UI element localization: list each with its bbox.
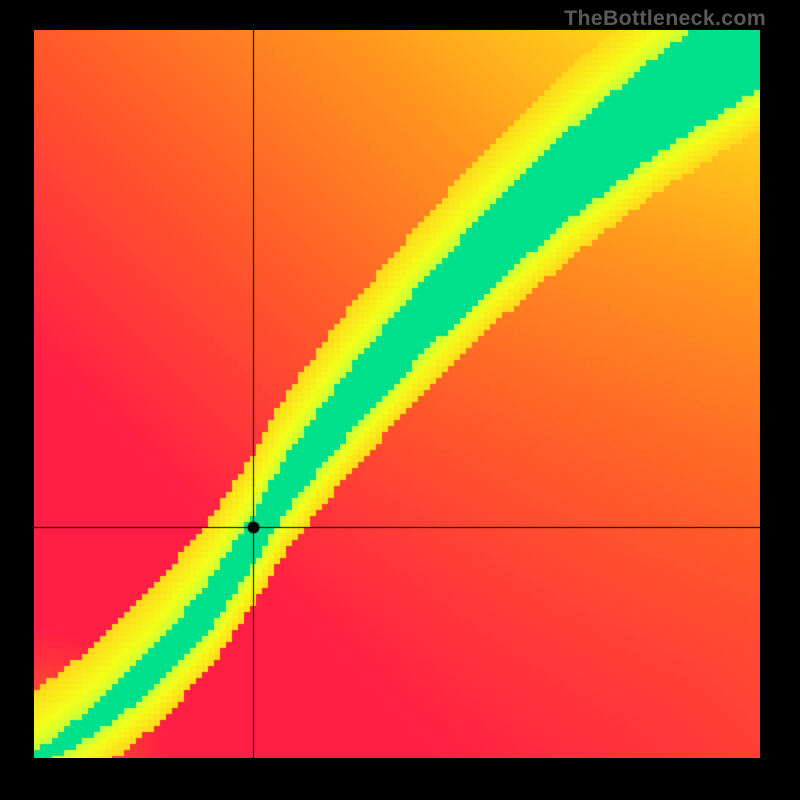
heatmap-canvas — [34, 30, 760, 758]
chart-container: TheBottleneck.com — [0, 0, 800, 800]
watermark-text: TheBottleneck.com — [564, 6, 766, 31]
